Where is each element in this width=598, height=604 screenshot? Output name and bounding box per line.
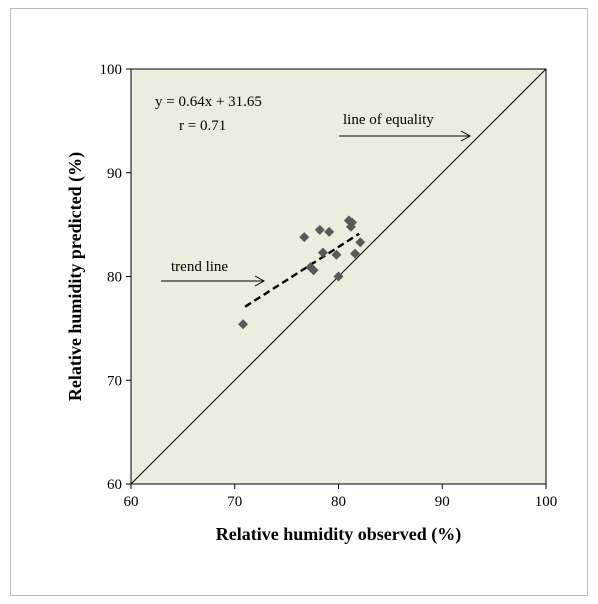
data-point	[299, 232, 310, 243]
figure-frame: 60 70 80 90 100 60 70 80 90 100 y = 0.64x + 31.65…	[10, 8, 588, 596]
data-point	[350, 248, 361, 259]
data-point	[308, 265, 319, 276]
data-point	[346, 217, 357, 228]
x-tick-label: 60	[124, 494, 139, 510]
data-point	[238, 319, 249, 330]
data-point	[355, 237, 366, 248]
trend-line	[244, 232, 360, 308]
y-tick-label: 60	[107, 477, 122, 493]
data-point	[331, 249, 342, 260]
equality-arrowhead	[460, 130, 472, 142]
trend-arrowhead	[254, 275, 266, 287]
x-tick-label: 80	[331, 494, 346, 510]
data-point	[314, 224, 325, 235]
r-value-label: r = 0.71	[179, 118, 226, 134]
x-tick-label: 100	[535, 494, 558, 510]
equality-annotation: line of equality	[343, 112, 434, 128]
y-tick-label: 70	[107, 373, 122, 389]
y-tick-label: 90	[107, 166, 122, 182]
trend-annotation: trend line	[171, 259, 228, 275]
x-axis-title: Relative humidity observed (%)	[216, 524, 461, 545]
equation-label: y = 0.64x + 31.65	[155, 94, 262, 110]
data-point	[317, 247, 328, 258]
y-tick-label: 80	[107, 270, 122, 286]
y-tick-label: 100	[100, 62, 123, 78]
data-point	[333, 271, 344, 282]
scatter-chart: 60 70 80 90 100 60 70 80 90 100 y = 0.64x + 31.65…	[65, 62, 558, 545]
y-axis-title: Relative humidity predicted (%)	[65, 152, 86, 401]
x-tick-label: 90	[435, 494, 450, 510]
data-point	[324, 226, 335, 237]
x-tick-label: 70	[227, 494, 242, 510]
